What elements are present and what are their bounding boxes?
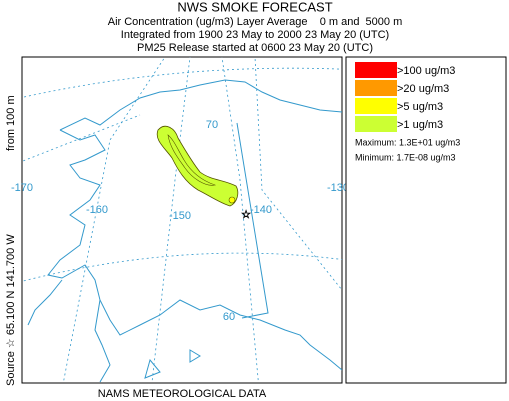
plume-core bbox=[228, 196, 236, 204]
border bbox=[236, 122, 269, 319]
map-frame bbox=[21, 56, 343, 384]
map-label: -140 bbox=[250, 204, 272, 216]
subtitle: Air Concentration (ug/m3) Layer Average … bbox=[108, 16, 403, 28]
map-label: -150 bbox=[169, 210, 191, 222]
plume bbox=[156, 125, 239, 207]
source-height: from 100 m bbox=[5, 95, 17, 151]
title: NWS SMOKE FORECAST bbox=[177, 0, 332, 14]
plume-contour bbox=[167, 134, 217, 186]
map-label: -130 bbox=[327, 182, 349, 194]
source-location: Source ☆ 65.100 N 141.700 W bbox=[5, 234, 17, 386]
legend-swatch bbox=[355, 98, 397, 114]
island bbox=[144, 349, 201, 379]
graticule bbox=[22, 67, 342, 98]
legend-minimum: Minimum: 1.7E-08 ug/m3 bbox=[355, 152, 456, 162]
map: ☆ 70 -130 -170 -160 -150 -140 60 bbox=[11, 56, 349, 384]
coastline bbox=[59, 79, 342, 131]
coastline bbox=[47, 129, 342, 371]
legend-label: >1 ug/m3 bbox=[397, 119, 443, 131]
subtitle: Integrated from 1900 23 May to 2000 23 M… bbox=[121, 29, 389, 41]
coastline bbox=[27, 279, 63, 326]
legend-label: >100 ug/m3 bbox=[397, 65, 455, 77]
legend-label: >20 ug/m3 bbox=[397, 83, 449, 95]
legend-swatch bbox=[355, 80, 397, 96]
map-label: 70 bbox=[206, 119, 218, 131]
graticule bbox=[22, 252, 342, 282]
graticule bbox=[151, 57, 191, 383]
legend-swatch bbox=[355, 116, 397, 132]
legend-label: >5 ug/m3 bbox=[397, 101, 443, 113]
map-label: -160 bbox=[86, 204, 108, 216]
graticule bbox=[22, 114, 141, 162]
legend: Maximum: 1.3E+01 ug/m3 Minimum: 1.7E-08 … bbox=[345, 56, 507, 384]
legend-swatch bbox=[355, 62, 397, 78]
graticule bbox=[221, 57, 259, 383]
coastline bbox=[94, 299, 111, 383]
legend-maximum: Maximum: 1.3E+01 ug/m3 bbox=[355, 137, 460, 147]
map-label: 60 bbox=[223, 311, 235, 323]
source-marker: ☆ bbox=[241, 209, 251, 221]
graticule bbox=[254, 57, 342, 291]
graticule bbox=[62, 57, 166, 383]
subtitle: PM25 Release started at 0600 23 May 20 (… bbox=[137, 42, 373, 54]
map-label: -170 bbox=[11, 182, 33, 194]
footer: NAMS METEOROLOGICAL DATA bbox=[98, 388, 267, 400]
